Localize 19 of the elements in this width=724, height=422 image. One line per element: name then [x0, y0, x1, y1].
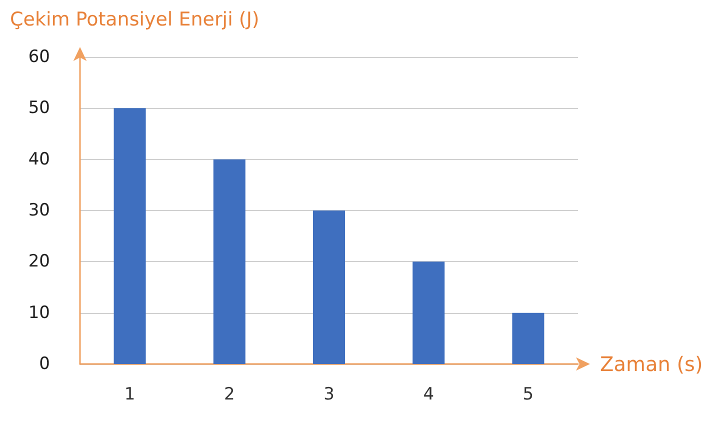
y-tick-label: 40: [28, 149, 50, 170]
x-tick-label: 5: [522, 384, 534, 404]
x-tick-label: 4: [423, 384, 434, 404]
y-tick-label: 0: [39, 354, 50, 374]
y-tick-label: 50: [28, 98, 50, 118]
y-tick-label: 30: [28, 200, 50, 220]
bar: [412, 262, 445, 364]
x-axis-title: Zaman (s): [600, 352, 703, 376]
y-tick-label: 20: [28, 252, 50, 272]
x-tick-label: 1: [124, 384, 136, 404]
y-tick-label: 60: [28, 47, 50, 67]
bar: [114, 108, 146, 364]
x-tick-label: 2: [224, 384, 235, 404]
bar: [313, 210, 345, 364]
bar: [512, 312, 544, 364]
y-axis-title: Çekim Potansiyel Enerji (J): [10, 8, 260, 30]
bar: [213, 159, 246, 364]
y-tick-label: 10: [28, 302, 50, 323]
x-tick-label: 3: [324, 384, 334, 404]
